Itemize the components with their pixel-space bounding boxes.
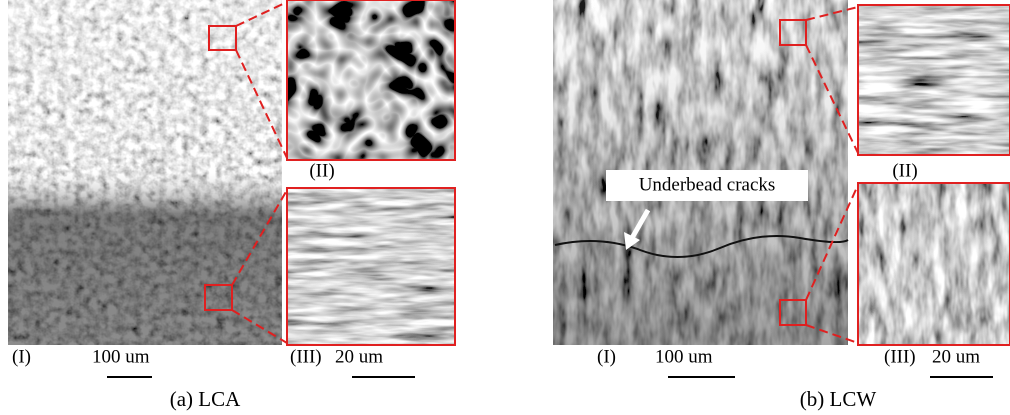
figure: (II) (I) 100 um (III) 20 um (a) LCA Unde…	[0, 0, 1010, 415]
caption: (a) LCA	[170, 387, 241, 411]
annotation: Underbead cracks	[639, 174, 776, 195]
panel-b: Underbead cracks (II) (I) 100 um (III) 2…	[553, 0, 1010, 411]
scale-label: 20 um	[932, 346, 980, 367]
inset-label: (II)	[892, 160, 917, 181]
inset-image	[858, 183, 1010, 345]
panel-a: (II) (I) 100 um (III) 20 um (a) LCA	[8, 0, 455, 411]
inset-image	[858, 5, 1010, 155]
scale-label: 100 um	[92, 346, 150, 367]
scale-label: 100 um	[655, 346, 713, 367]
inset-label: (II)	[309, 160, 334, 181]
inset-label: (III)	[290, 346, 322, 367]
inset-image	[287, 0, 455, 160]
caption: (b) LCW	[800, 387, 877, 411]
main-label: (I)	[597, 346, 616, 367]
scale-label: 20 um	[335, 346, 383, 367]
inset-label: (III)	[884, 346, 916, 367]
inset-image	[287, 188, 455, 345]
micrograph-shade	[8, 0, 282, 345]
main-label: (I)	[12, 346, 31, 367]
